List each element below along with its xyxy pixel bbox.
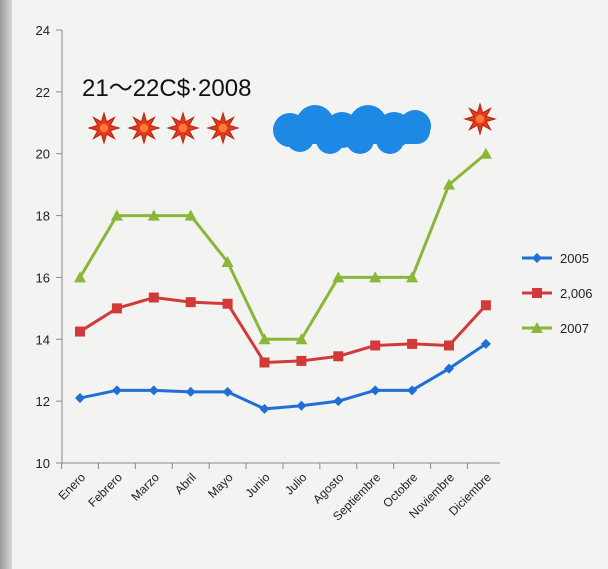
star-icon — [87, 111, 121, 145]
series-2 — [74, 147, 492, 345]
data-point-triangle — [221, 255, 234, 267]
data-point-diamond — [222, 386, 233, 397]
x-category-label: Junio — [242, 470, 272, 500]
data-point-square — [148, 292, 159, 303]
y-tick-label: 20 — [36, 147, 50, 162]
data-point-diamond — [480, 338, 491, 349]
series-line — [79, 342, 487, 411]
x-category-label: Abril — [172, 470, 199, 497]
data-point-triangle — [184, 209, 197, 221]
series-layer — [74, 147, 492, 414]
data-point-diamond — [148, 385, 159, 396]
y-tick-label: 22 — [36, 85, 50, 100]
data-point-triangle — [110, 209, 123, 221]
series-0 — [75, 338, 491, 414]
series-1 — [75, 292, 491, 368]
x-category-label: Marzo — [128, 470, 162, 504]
legend-label: 2007 — [560, 321, 589, 336]
data-point-diamond — [185, 386, 196, 397]
data-point-diamond — [532, 253, 542, 263]
data-point-triangle — [147, 209, 160, 221]
y-tick-label: 16 — [36, 270, 50, 285]
y-ticks: 10 12 14 16 18 20 22 24 — [36, 23, 62, 471]
data-point-diamond — [259, 403, 270, 414]
data-point-triangle — [479, 147, 492, 159]
x-category-label: Agosto — [310, 470, 347, 507]
scan-edge — [0, 0, 12, 569]
annotation-text: 21～22C$·2008 — [82, 75, 251, 102]
data-point-diamond — [444, 363, 454, 374]
data-point-square — [75, 326, 85, 337]
y-tick-label: 10 — [36, 456, 50, 471]
data-point-triangle — [406, 271, 419, 283]
star-icon — [463, 102, 497, 136]
cloud-icon — [273, 105, 431, 154]
data-point-square — [296, 355, 307, 366]
data-point-triangle — [369, 271, 382, 283]
legend-label: 2,006 — [560, 286, 593, 301]
data-point-square — [111, 303, 122, 314]
data-point-triangle — [332, 271, 345, 283]
star-icon — [127, 111, 161, 145]
x-category-label: Enero — [56, 470, 89, 503]
data-point-triangle — [74, 271, 86, 283]
data-point-triangle — [258, 333, 271, 345]
data-point-square — [532, 288, 542, 298]
x-category-label: Mayo — [205, 470, 236, 501]
data-point-diamond — [333, 396, 344, 407]
y-tick-label: 12 — [36, 394, 50, 409]
legend-label: 2005 — [560, 251, 589, 266]
data-point-square — [333, 351, 344, 362]
data-point-diamond — [370, 385, 381, 396]
y-tick-label: 18 — [36, 209, 50, 224]
data-point-triangle — [531, 322, 543, 333]
y-tick-label: 24 — [36, 23, 50, 38]
legend: 2005 2,006 2007 — [522, 251, 593, 336]
data-point-square — [407, 338, 418, 349]
data-point-square — [480, 300, 491, 311]
x-category-label: Febrero — [85, 470, 125, 510]
data-point-square — [370, 340, 381, 351]
data-point-triangle — [295, 333, 308, 345]
weather-icons — [87, 102, 497, 154]
data-point-square — [259, 357, 270, 368]
star-icon — [166, 111, 200, 145]
x-category-label: Julio — [282, 470, 310, 498]
series-line — [79, 296, 488, 364]
data-point-square — [185, 297, 196, 308]
data-point-square — [444, 340, 454, 351]
data-point-diamond — [296, 400, 307, 411]
series-line — [78, 152, 487, 341]
data-point-square — [222, 298, 233, 309]
data-point-diamond — [75, 393, 85, 404]
y-tick-label: 14 — [36, 332, 50, 347]
data-point-triangle — [443, 178, 455, 190]
data-point-diamond — [407, 385, 418, 396]
data-point-diamond — [111, 385, 122, 396]
star-icon — [206, 111, 240, 145]
